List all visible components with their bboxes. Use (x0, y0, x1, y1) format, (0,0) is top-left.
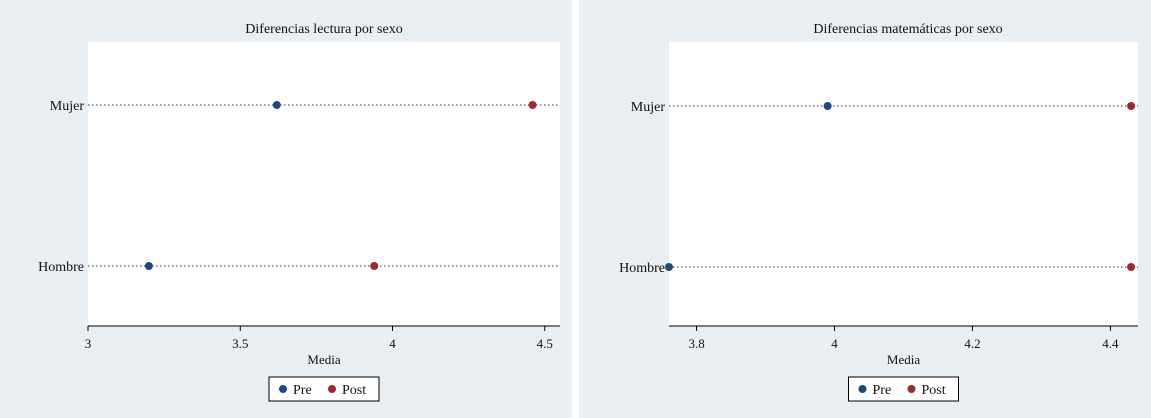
legend-marker-pre (858, 385, 867, 393)
data-point-pre (665, 263, 673, 271)
category-label: Hombre (38, 260, 84, 275)
chart-panel-matematicas: Diferencias matemáticas por sexo Mujer Hom… (579, 0, 1151, 418)
x-tick-label: 4.2 (964, 336, 980, 351)
chart-panel-lectura: Diferencias lectura por sexo Mujer Hombre 3… (0, 0, 572, 418)
chart-matematicas: Diferencias matemáticas por sexo Mujer Hom… (579, 0, 1151, 418)
data-point-pre (272, 101, 281, 109)
chart-lectura: Diferencias lectura por sexo Mujer Hombre 3… (0, 0, 572, 418)
data-point-pre (823, 102, 832, 110)
data-point-pre (144, 262, 153, 270)
legend-box (848, 376, 959, 402)
category-label: Mujer (50, 99, 85, 114)
x-tick-label: 3.8 (688, 336, 704, 351)
data-point-post (1127, 102, 1136, 110)
x-tick-label: 3.5 (232, 336, 248, 351)
chart-title: Diferencias lectura por sexo (245, 22, 402, 37)
x-tick-label: 4 (831, 336, 838, 351)
legend-marker-post (328, 385, 336, 393)
legend-label-post: Post (342, 383, 366, 398)
data-point-post (528, 101, 537, 109)
legend: Pre Post (848, 376, 959, 402)
category-label: Mujer (631, 100, 666, 115)
chart-title: Diferencias matemáticas por sexo (813, 22, 1002, 37)
legend-marker-post (907, 385, 916, 393)
x-axis-label: Media (307, 352, 340, 367)
x-tick-label: 4.4 (1102, 336, 1119, 351)
legend-box (268, 376, 380, 402)
plot-area (88, 42, 560, 326)
data-point-post (1127, 263, 1136, 271)
legend: Pre Post (268, 376, 380, 402)
legend-label-pre: Pre (293, 383, 312, 398)
plot-area (669, 42, 1138, 326)
legend-label-pre: Pre (873, 383, 892, 398)
x-axis-label: Media (887, 352, 920, 367)
x-tick-label: 4 (389, 336, 396, 351)
x-tick-label: 3 (85, 336, 92, 351)
legend-label-post: Post (922, 383, 946, 398)
legend-marker-pre (279, 385, 287, 393)
category-label: Hombre (619, 261, 665, 276)
data-point-post (370, 262, 379, 270)
x-tick-label: 4.5 (537, 336, 553, 351)
